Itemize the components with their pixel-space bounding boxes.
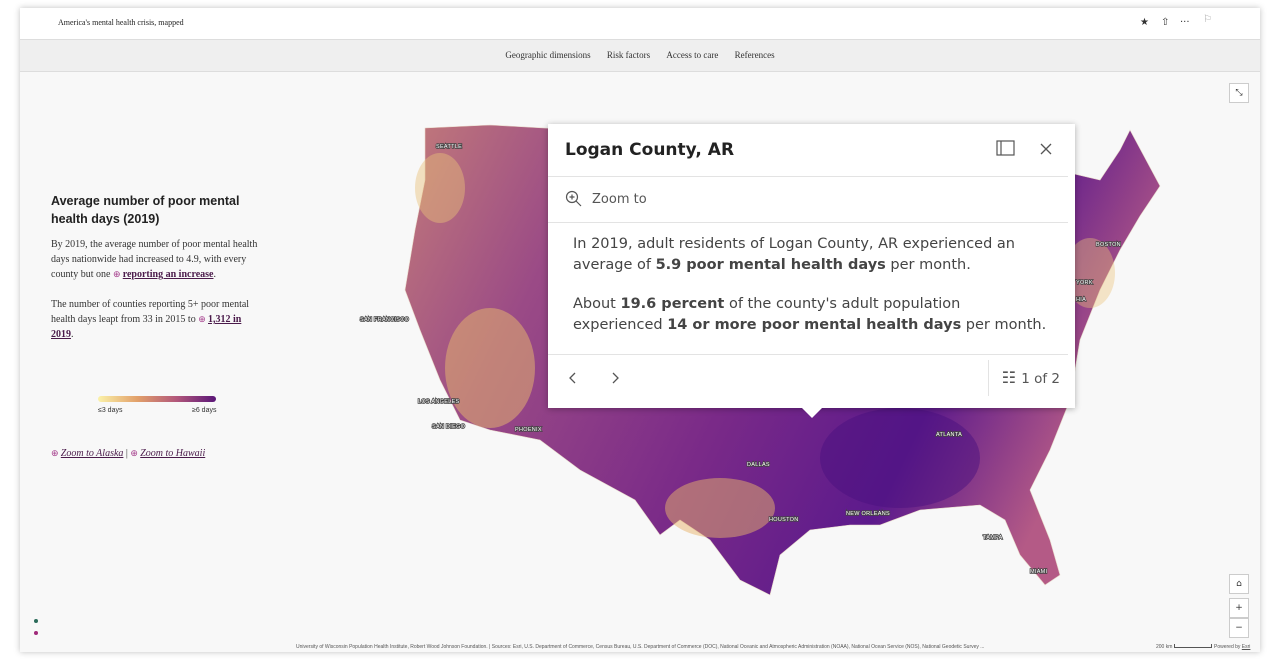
city-label: DALLAS: [747, 462, 770, 468]
scale-text: 200 km: [1156, 644, 1173, 650]
link[interactable]: Zoom to Hawaii: [140, 448, 206, 459]
progress-dot[interactable]: [34, 631, 38, 635]
favorite-icon[interactable]: ★: [1140, 17, 1149, 28]
link[interactable]: Esri: [1241, 644, 1251, 650]
legend-high: ≥6 days: [192, 407, 217, 414]
top-bar: America's mental health crisis, mapped ★…: [20, 8, 1260, 40]
text: The number of counties reporting 5+ poor…: [51, 299, 250, 325]
link[interactable]: reporting an increase: [122, 269, 214, 280]
zoom-to[interactable]: Zoom to: [592, 192, 647, 207]
city-label: ATLANTA: [936, 432, 962, 438]
divider: [988, 360, 989, 396]
divider: [548, 176, 1068, 177]
story-frame: SEATTLE SAN FRANCISCO LOS ANGELES SAN DIEGO…: [20, 8, 1260, 652]
plus-icon: ⊕: [112, 269, 123, 279]
text: per month.: [885, 257, 971, 273]
divider: [548, 222, 1068, 223]
popup: Logan County, AR Zoom to In 2019, adult …: [548, 124, 1075, 418]
dock-button[interactable]: [996, 140, 1016, 158]
fullscreen-button[interactable]: ⤡: [1229, 83, 1249, 103]
nav-link[interactable]: Risk factors: [606, 50, 651, 60]
bold-text: 5.9 poor mental health days: [655, 257, 886, 273]
divider: [548, 354, 1068, 355]
logo-icon: ⚐: [1203, 14, 1212, 25]
city-label: SEATTLE: [436, 144, 462, 150]
scale-bar: 200 km: [1156, 644, 1212, 650]
city-label: PHOENIX: [515, 427, 542, 433]
nav-link[interactable]: References: [734, 50, 775, 60]
pager[interactable]: ☷ 1 of 2: [1002, 368, 1060, 387]
separator: |: [125, 448, 128, 459]
zoom-in-button[interactable]: +: [1229, 598, 1249, 618]
legend-ramp: [98, 396, 216, 402]
scale-line: [1173, 644, 1212, 648]
powered-by: Powered by Esri: [1214, 644, 1250, 650]
popup-title: Logan County, AR: [565, 140, 735, 160]
zoom-icon[interactable]: [565, 190, 583, 208]
text: In 2019, adult residents of Logan County…: [573, 236, 1015, 273]
city-label: SAN DIEGO: [432, 424, 466, 430]
nav-bar: Geographic dimensions Risk factors Acces…: [20, 40, 1260, 72]
city-labels: SEATTLE SAN FRANCISCO LOS ANGELES SAN DIEGO…: [359, 143, 1121, 576]
share-icon[interactable]: ⇧: [1161, 17, 1170, 28]
nav-link[interactable]: Access to care: [666, 50, 719, 60]
paragraph: By 2019, the average number of poor ment…: [51, 237, 261, 282]
city-label: YORK: [1076, 280, 1093, 286]
popup-pointer: [800, 406, 824, 418]
plus-icon: ⊕: [130, 448, 141, 458]
nav-link[interactable]: Geographic dimensions: [505, 50, 591, 60]
progress-dot[interactable]: [34, 619, 38, 623]
attribution: University of Wisconsin Population Healt…: [296, 644, 985, 650]
more-icon[interactable]: ···: [1180, 17, 1190, 28]
pager-arrows[interactable]: [568, 370, 628, 386]
list-icon: ☷: [1001, 368, 1022, 387]
sidebar: Average number of poor mental health day…: [51, 192, 261, 357]
map-region: [445, 308, 535, 428]
legend-low: ≤3 days: [98, 407, 123, 414]
home-button[interactable]: ⌂: [1229, 574, 1249, 594]
zoom-links: ⊕ Zoom to Alaska | ⊕ Zoom to Hawaii: [51, 448, 205, 459]
city-label: SAN FRANCISCO: [360, 317, 410, 323]
map-region: [1065, 238, 1115, 308]
text: Powered by: [1214, 644, 1241, 650]
plus-icon: ⊕: [51, 448, 61, 458]
city-label: NEW ORLEANS: [846, 511, 890, 517]
map-region: [665, 478, 775, 538]
city-label: HIA: [1076, 297, 1086, 303]
pager-text: 1 of 2: [1021, 371, 1060, 387]
text: .: [71, 329, 74, 340]
plus-icon: ⊕: [198, 314, 208, 324]
city-label: LOS ANGELES: [418, 399, 460, 405]
text: of the county's adult population experie…: [573, 296, 961, 333]
city-label: MIAMI: [1030, 569, 1048, 575]
bold-text: 14 or more poor mental health days: [667, 317, 962, 333]
city-label: BOSTON: [1096, 242, 1121, 248]
paragraph: About 19.6 percent of the county's adult…: [573, 294, 1053, 336]
link[interactable]: Zoom to Alaska: [60, 448, 124, 459]
map-region: [415, 153, 465, 223]
text: .: [213, 269, 216, 280]
paragraph: In 2019, adult residents of Logan County…: [573, 234, 1053, 276]
close-button[interactable]: [1040, 143, 1052, 155]
link[interactable]: 1,312 in 2019: [51, 314, 242, 340]
zoom-out-button[interactable]: −: [1229, 618, 1249, 638]
bold-text: 19.6 percent: [620, 296, 725, 312]
heading: Average number of poor mental health day…: [51, 194, 240, 226]
story-title: America's mental health crisis, mapped: [58, 18, 184, 27]
city-label: HOUSTON: [769, 517, 799, 523]
map-region: [820, 408, 980, 508]
text: By 2019, the average number of poor ment…: [51, 239, 258, 280]
text: About: [573, 296, 621, 312]
text: per month.: [961, 317, 1047, 333]
paragraph: The number of counties reporting 5+ poor…: [51, 297, 261, 342]
popup-body: In 2019, adult residents of Logan County…: [573, 234, 1053, 354]
city-label: TAMPA: [983, 535, 1003, 541]
